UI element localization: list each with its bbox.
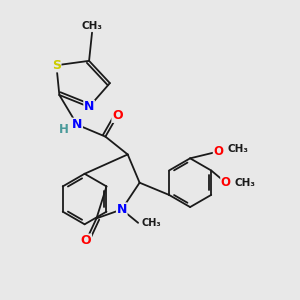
Text: O: O (81, 234, 92, 247)
Text: CH₃: CH₃ (141, 218, 161, 228)
Text: CH₃: CH₃ (235, 178, 256, 188)
Text: H: H (59, 123, 69, 136)
Text: O: O (112, 109, 123, 122)
Text: CH₃: CH₃ (227, 143, 248, 154)
Text: N: N (84, 100, 94, 113)
Text: O: O (213, 145, 224, 158)
Text: CH₃: CH₃ (82, 21, 103, 31)
Text: N: N (117, 203, 127, 216)
Text: S: S (52, 59, 61, 72)
Text: O: O (221, 176, 231, 189)
Text: N: N (72, 118, 83, 131)
